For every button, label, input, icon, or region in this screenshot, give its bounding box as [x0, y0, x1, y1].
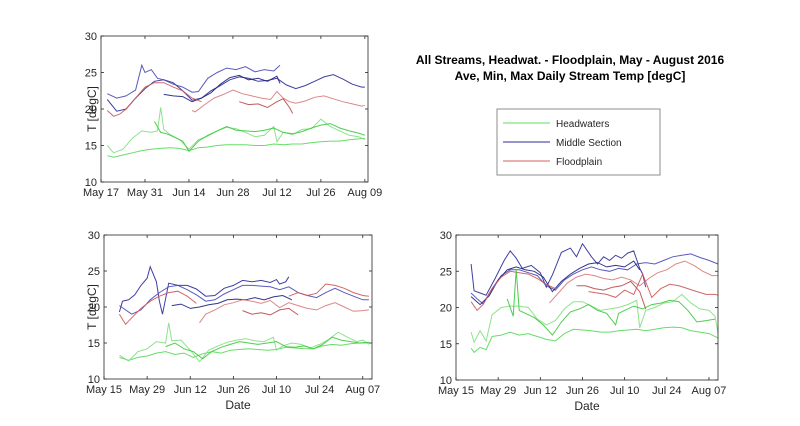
series-line-headwaters — [119, 342, 369, 361]
y-tick-label: 20 — [85, 104, 97, 116]
series-line-floodplain — [242, 307, 299, 316]
legend-entry-floodplain: Floodplain — [503, 157, 602, 168]
x-tick-label: Jun 28 — [216, 187, 249, 199]
y-tick-label: 10 — [440, 375, 452, 387]
series-line-floodplain — [588, 272, 719, 299]
series-line-headwaters — [165, 336, 369, 360]
series-line-floodplain — [549, 260, 718, 304]
series-line-headwaters — [153, 121, 366, 153]
series-line-middle-section — [118, 265, 290, 315]
y-axis-label: T [degC] — [85, 284, 99, 330]
panel-top-left: 10 15 20 25 30 May 17 May 31 Jun 14 Jun 28 Jul 12… — [83, 31, 382, 199]
series-line-middle-section — [106, 74, 365, 112]
x-tick-label: May 31 — [127, 187, 163, 199]
x-tick-label: Aug 09 — [347, 187, 382, 199]
y-axis-label: T [degC] — [85, 86, 99, 132]
x-axis-label: Date — [225, 398, 251, 412]
y-tick-label: 20 — [440, 303, 452, 315]
y-tick-label: 15 — [85, 141, 97, 153]
series-line-middle-section — [470, 242, 647, 296]
x-tick-label: Jul 10 — [610, 385, 639, 397]
y-tick-label: 25 — [88, 266, 100, 278]
series-line-headwaters — [470, 326, 719, 354]
x-tick-label: May 29 — [480, 385, 516, 397]
series-line-floodplain — [288, 283, 369, 297]
y-tick-label: 20 — [88, 302, 100, 314]
y-tick-label: 30 — [440, 230, 452, 242]
legend-label-headwaters: Headwaters — [556, 119, 609, 130]
series-line-floodplain — [106, 82, 202, 117]
figure-title-line1: All Streams, Headwat. - Floodplain, May … — [416, 53, 725, 67]
series-line-middle-section — [470, 253, 719, 305]
legend: Headwaters Middle Section Floodplain — [496, 108, 661, 176]
series-line-middle-section — [107, 63, 281, 99]
x-tick-label: Aug 07 — [692, 385, 727, 397]
x-tick-label: Jun 12 — [524, 385, 557, 397]
x-tick-label: Jul 26 — [306, 187, 335, 199]
figure-title-line2: Ave, Min, Max Daily Stream Temp [degC] — [455, 69, 686, 83]
x-tick-label: Jun 12 — [174, 384, 207, 396]
y-tick-label: 10 — [85, 177, 97, 189]
legend-label-middle-section: Middle Section — [556, 138, 622, 149]
x-tick-label: Jul 12 — [262, 187, 291, 199]
series-line-floodplain — [118, 290, 197, 326]
x-tick-label: Aug 07 — [345, 384, 380, 396]
panel-bottom-left: 10 15 20 25 30 May 15 May 29 Jun 12 Jun 26 Jul 10… — [85, 230, 380, 412]
series-line-floodplain — [470, 270, 556, 312]
y-tick-label: 10 — [88, 374, 100, 386]
series-line-headwaters — [470, 293, 719, 344]
x-tick-label: May 29 — [129, 384, 165, 396]
series-line-floodplain — [576, 280, 647, 310]
series-line-middle-section — [171, 294, 293, 309]
x-tick-label: Jun 26 — [217, 384, 250, 396]
x-tick-label: Jul 10 — [262, 384, 291, 396]
x-tick-label: Jun 14 — [172, 187, 205, 199]
x-axis-label: Date — [574, 399, 600, 413]
y-tick-label: 15 — [88, 338, 100, 350]
y-tick-label: 25 — [440, 266, 452, 278]
axes-box — [100, 35, 369, 183]
series-line-floodplain — [199, 299, 369, 324]
y-tick-label: 15 — [440, 339, 452, 351]
series-line-middle-section — [163, 74, 281, 103]
x-tick-label: Jul 24 — [305, 384, 334, 396]
series-line-floodplain — [239, 98, 294, 114]
x-tick-label: May 17 — [83, 187, 119, 199]
y-tick-label: 30 — [88, 230, 100, 242]
series-line-headwaters — [107, 137, 365, 158]
x-tick-label: May 15 — [438, 385, 474, 397]
legend-entry-middle-section: Middle Section — [503, 138, 622, 149]
series-line-middle-section — [119, 284, 369, 315]
axes-box — [455, 234, 719, 381]
x-tick-label: Jun 26 — [566, 385, 599, 397]
y-tick-label: 25 — [85, 68, 97, 80]
series-line-floodplain — [191, 89, 366, 113]
legend-entry-headwaters: Headwaters — [503, 119, 609, 130]
panel-bottom-right: 10 15 20 25 30 May 15 May 29 Jun 12 Jun 26 Jul 10… — [438, 230, 726, 413]
series-line-headwaters — [506, 269, 716, 336]
x-tick-label: May 15 — [86, 384, 122, 396]
x-tick-label: Jul 24 — [652, 385, 681, 397]
y-tick-label: 30 — [85, 31, 97, 43]
legend-label-floodplain: Floodplain — [556, 157, 602, 168]
